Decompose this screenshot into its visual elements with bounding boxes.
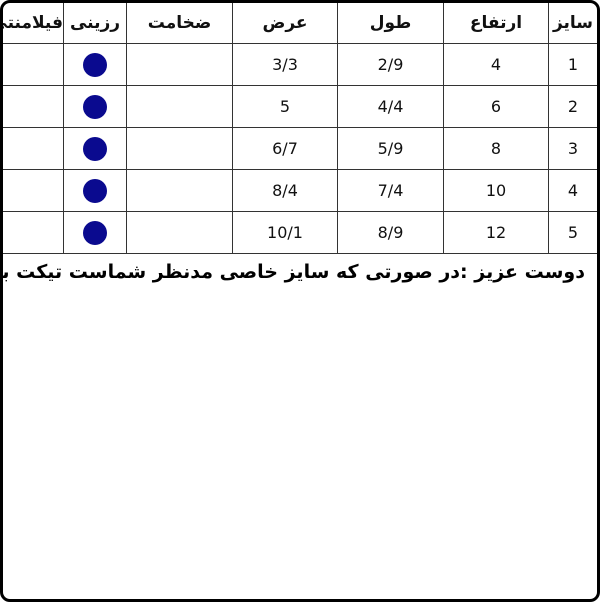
cell-filament xyxy=(3,43,64,86)
cell-resin xyxy=(63,85,127,128)
resin-dot-icon xyxy=(83,178,107,203)
cell-length: 5/9 xyxy=(337,127,444,170)
cell-resin xyxy=(63,127,127,170)
cell-height: 8 xyxy=(443,127,549,170)
cell-width: 5 xyxy=(232,85,338,128)
cell-filament xyxy=(3,169,64,212)
cell-size: 4 xyxy=(548,169,597,212)
note-text: دوست عزیز :در صورتی که سایز خاصی مدنظر ش… xyxy=(0,261,585,283)
cell-thickness xyxy=(126,43,233,86)
cell-size: 2 xyxy=(548,85,597,128)
resin-dot-icon xyxy=(83,220,107,245)
cell-size: 5 xyxy=(548,211,597,254)
cell-resin xyxy=(63,211,127,254)
cell-length: 8/9 xyxy=(337,211,444,254)
cell-width: 3/3 xyxy=(232,43,338,86)
cell-height: 4 xyxy=(443,43,549,86)
cell-resin xyxy=(63,169,127,212)
table-row: 4 10 7/4 8/4 xyxy=(3,169,597,212)
cell-thickness xyxy=(126,127,233,170)
cell-filament xyxy=(3,85,64,128)
resin-dot-icon xyxy=(83,136,107,161)
header-row: سایز ارتفاع طول عرض ضخامت رزینی فیلامنتی xyxy=(3,3,597,44)
table-row: 3 8 5/9 6/7 xyxy=(3,127,597,170)
header-size: سایز xyxy=(548,3,597,44)
cell-height: 12 xyxy=(443,211,549,254)
cell-height: 10 xyxy=(443,169,549,212)
cell-width: 10/1 xyxy=(232,211,338,254)
header-width: عرض xyxy=(232,3,338,44)
header-resin: رزینی xyxy=(63,3,127,44)
cell-width: 6/7 xyxy=(232,127,338,170)
table-row: 5 12 8/9 10/1 xyxy=(3,211,597,254)
header-length: طول xyxy=(337,3,444,44)
cell-thickness xyxy=(126,85,233,128)
cell-length: 4/4 xyxy=(337,85,444,128)
cell-length: 7/4 xyxy=(337,169,444,212)
cell-thickness xyxy=(126,211,233,254)
cell-thickness xyxy=(126,169,233,212)
resin-dot-icon xyxy=(83,94,107,119)
cell-width: 8/4 xyxy=(232,169,338,212)
cell-filament xyxy=(3,211,64,254)
cell-filament xyxy=(3,127,64,170)
size-table: سایز ارتفاع طول عرض ضخامت رزینی فیلامنتی… xyxy=(3,3,597,254)
cell-size: 1 xyxy=(548,43,597,86)
header-thickness: ضخامت xyxy=(126,3,233,44)
header-filament: فیلامنتی xyxy=(3,3,64,44)
cell-height: 6 xyxy=(443,85,549,128)
resin-dot-icon xyxy=(83,52,107,77)
table-row: 2 6 4/4 5 xyxy=(3,85,597,128)
cell-size: 3 xyxy=(548,127,597,170)
cell-resin xyxy=(63,43,127,86)
header-height: ارتفاع xyxy=(443,3,549,44)
cell-length: 2/9 xyxy=(337,43,444,86)
table-row: 1 4 2/9 3/3 xyxy=(3,43,597,86)
